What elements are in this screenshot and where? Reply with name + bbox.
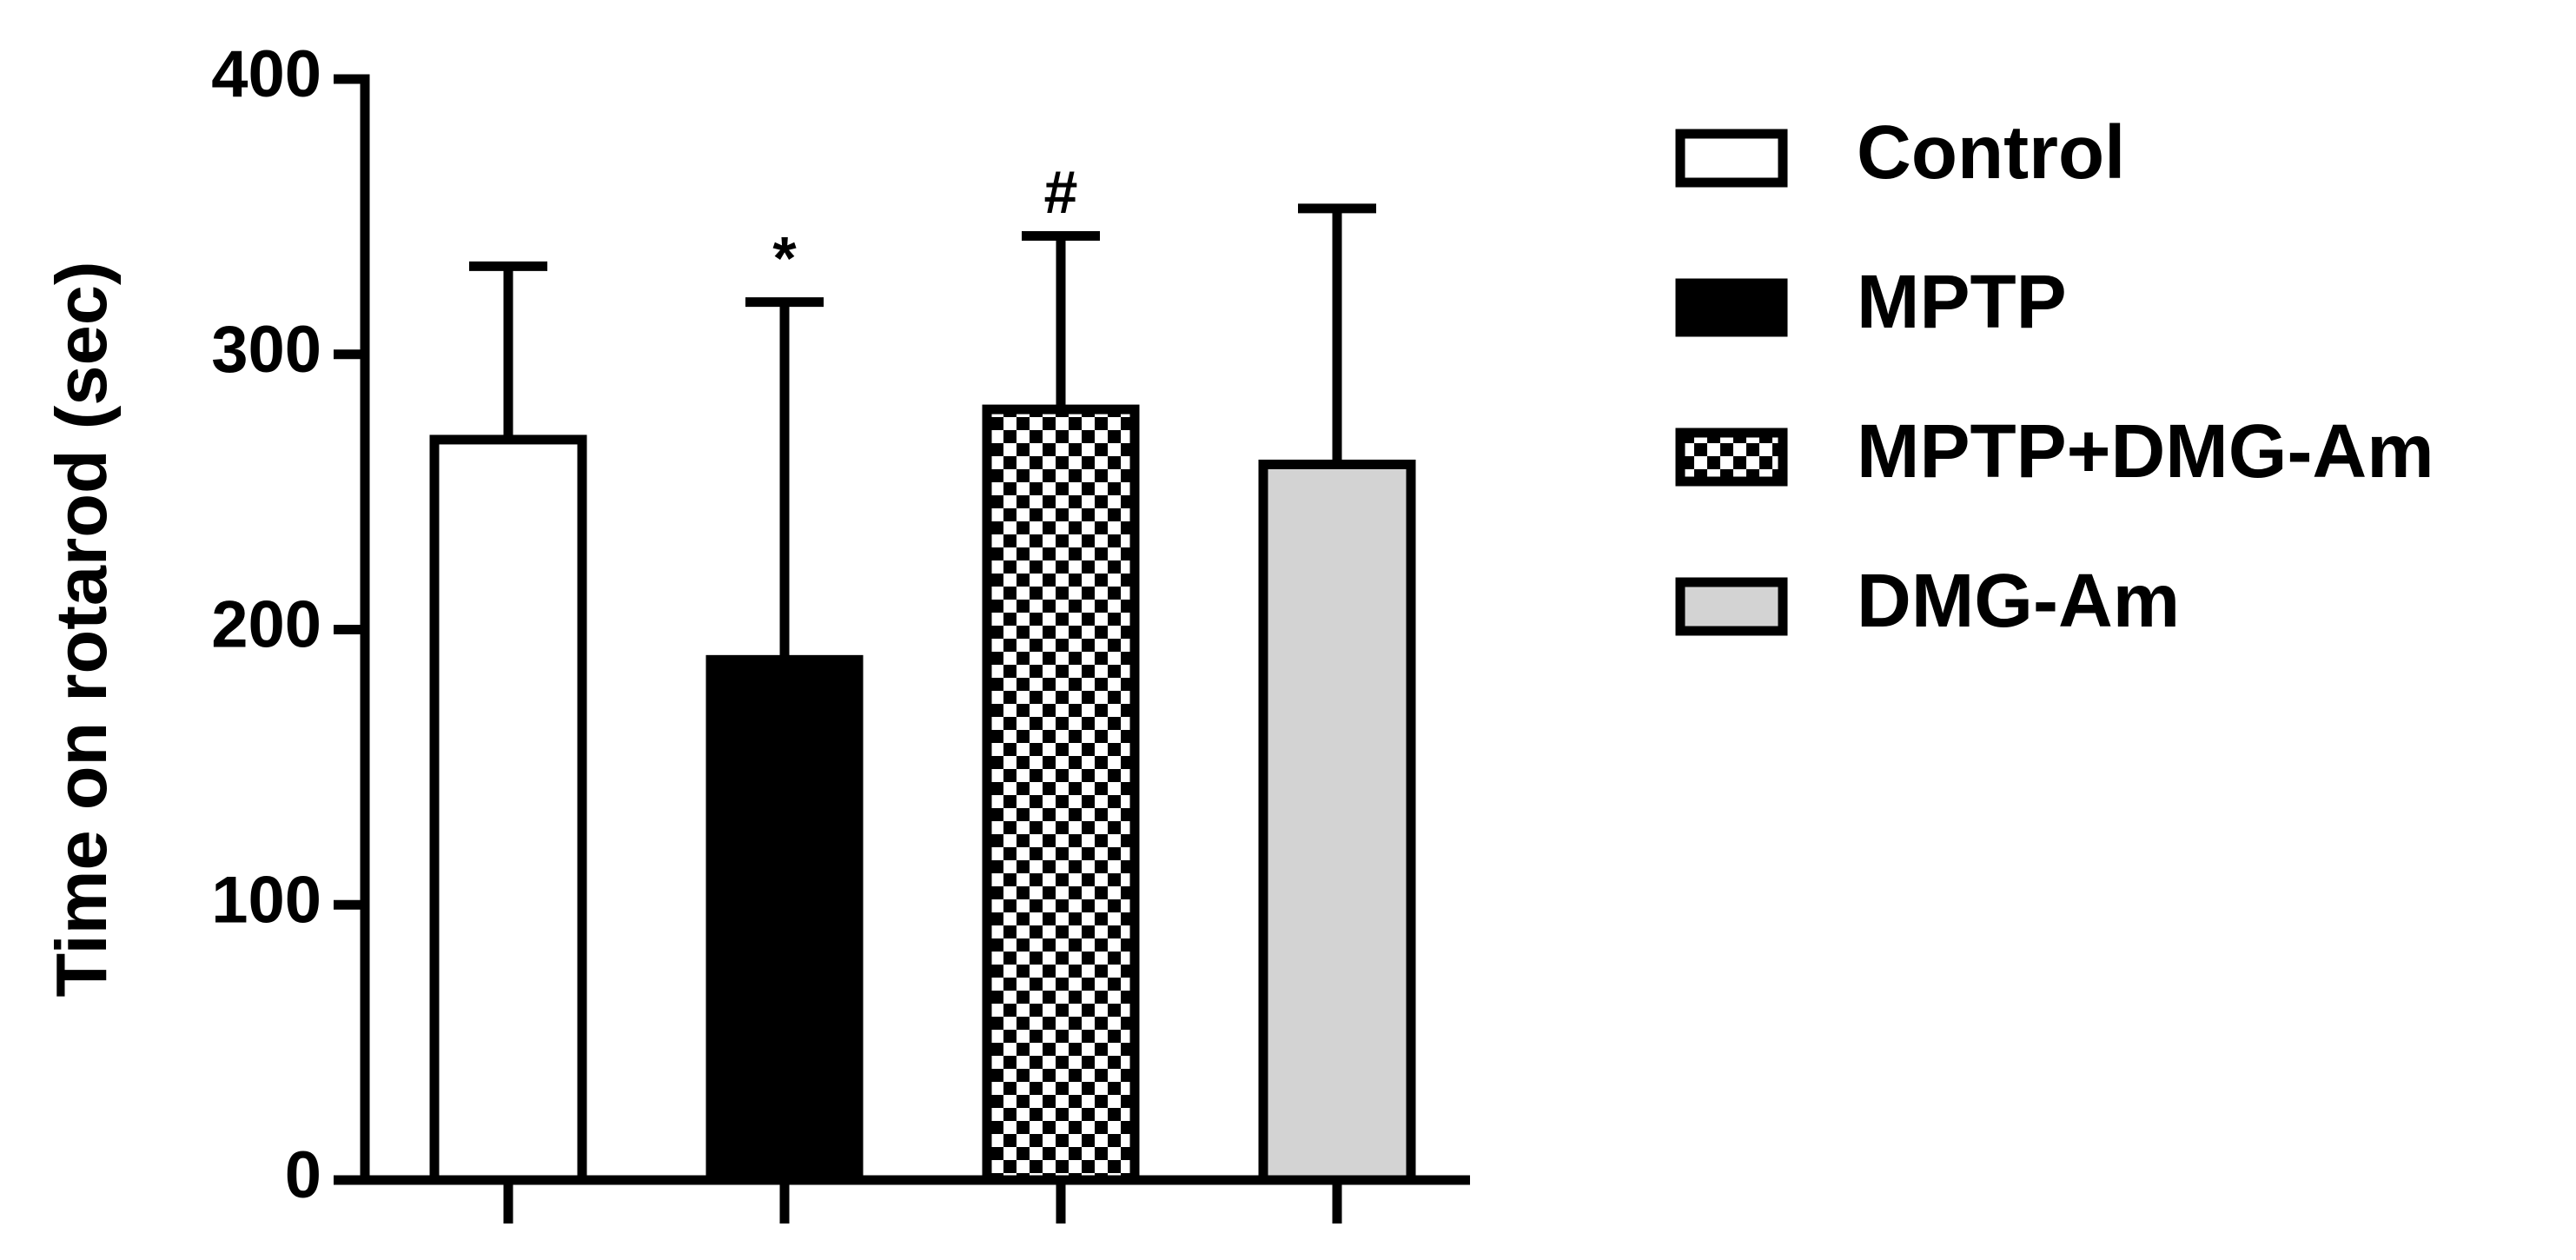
legend-swatch	[1675, 129, 1788, 188]
significance-label: *	[772, 224, 797, 292]
legend-label: MPTP	[1857, 260, 2067, 344]
y-tick-label: 0	[285, 1138, 321, 1212]
y-tick-label: 200	[211, 588, 321, 662]
legend-swatch	[1675, 428, 1788, 487]
bar	[705, 654, 864, 1185]
significance-label: #	[1044, 158, 1078, 226]
bar	[982, 404, 1140, 1185]
legend-label: MPTP+DMG-Am	[1857, 409, 2434, 494]
legend-label: Control	[1857, 110, 2125, 195]
y-tick-label: 100	[211, 863, 321, 937]
y-axis-label: Time on rotarod (sec)	[41, 261, 122, 997]
legend-label: DMG-Am	[1857, 559, 2180, 643]
y-tick-label: 400	[211, 37, 321, 111]
y-tick-label: 300	[211, 313, 321, 387]
bar	[429, 434, 587, 1185]
legend-swatch	[1675, 577, 1788, 636]
legend-swatch	[1675, 278, 1788, 337]
bar	[1258, 459, 1416, 1185]
